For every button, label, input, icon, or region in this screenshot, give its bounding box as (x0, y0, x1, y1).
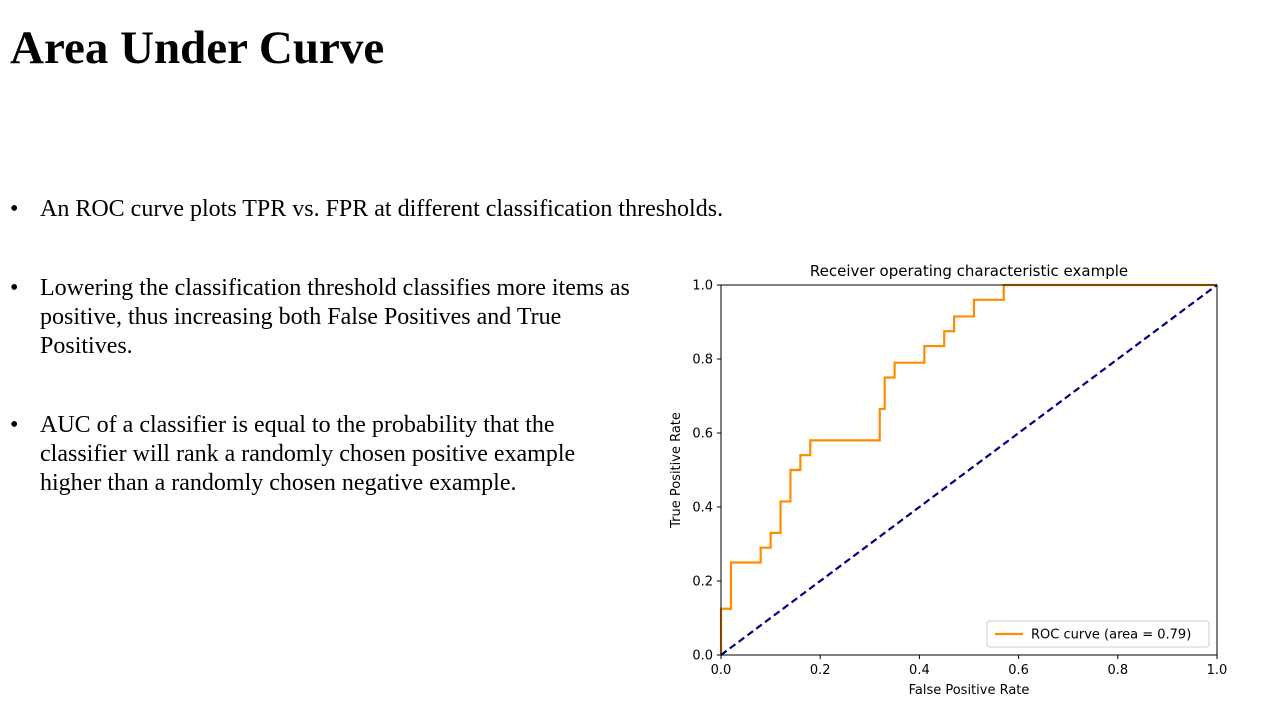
legend-box (986, 620, 1210, 648)
roc-chart: 0.0 0.2 0.4 0.6 0.8 1.0 0.0 0.2 0.4 0.6 0.8 1.0 Rece… (669, 262, 1228, 698)
x-tick-label: 0.8 (1107, 663, 1128, 678)
y-tick-label: 0.2 (692, 575, 713, 590)
x-axis-label: False Positive Rate (909, 683, 1030, 698)
x-tick-label: 0.2 (810, 663, 831, 678)
slide-title: Area Under Curve (10, 22, 385, 74)
y-tick-label: 0.4 (692, 501, 713, 516)
x-tick-label: 0.6 (1008, 663, 1029, 678)
y-tick-label: 0.0 (692, 649, 713, 664)
y-axis-label: True Positive Rate (669, 412, 684, 529)
y-tick-label: 0.8 (692, 353, 713, 368)
y-tick-label: 0.6 (692, 427, 713, 442)
x-tick-label: 0.4 (909, 663, 930, 678)
bullet-text: Lowering the classification threshold cl… (40, 275, 630, 359)
x-tick-label: 0.0 (711, 663, 732, 678)
bullet-marker: • (10, 196, 19, 222)
bullet-text: An ROC curve plots TPR vs. FPR at differ… (40, 196, 724, 222)
y-tick-label: 1.0 (692, 279, 713, 294)
x-tick-label: 1.0 (1207, 663, 1228, 678)
roc-curve-line (719, 283, 1217, 655)
plot-frame (720, 284, 1218, 656)
bullet-marker: • (10, 275, 19, 301)
bullet-text: AUC of a classifier is equal to the prob… (40, 412, 576, 496)
diagonal-reference-line (720, 284, 1218, 656)
chart-title: Receiver operating characteristic exampl… (810, 262, 1128, 280)
legend-label: ROC curve (area = 0.79) (1031, 628, 1191, 643)
bullet-marker: • (10, 412, 19, 438)
